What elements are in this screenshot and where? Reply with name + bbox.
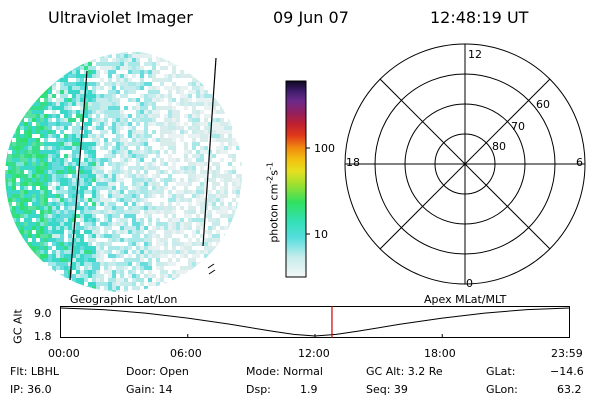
gc-altitude-curve xyxy=(60,307,570,337)
geographic-label: Geographic Lat/Lon xyxy=(70,293,178,306)
altitude-y-top: 9.0 xyxy=(34,307,52,320)
status-gain: Gain: 14 xyxy=(126,383,173,396)
altitude-y-bottom: 1.8 xyxy=(34,330,52,343)
colorbar-unit-label: photon cm-2s-1 xyxy=(265,162,281,243)
altitude-plot xyxy=(60,306,570,338)
uv-image-disk xyxy=(5,51,242,293)
mlat-label-70: 70 xyxy=(511,120,525,133)
date-label: 09 Jun 07 xyxy=(273,8,349,27)
mlt-label-6: 6 xyxy=(576,156,583,169)
status-gc-alt: GC Alt: 3.2 Re xyxy=(366,365,443,378)
colorbar-tick-10: 10 xyxy=(314,228,328,241)
altitude-axis-label: GC Alt xyxy=(11,309,25,344)
status-glon-value: 63.2 xyxy=(557,383,582,396)
status-dsp-value: 1.9 xyxy=(300,383,318,396)
longitude-line-left xyxy=(69,70,88,281)
mlt-label-12: 12 xyxy=(468,48,482,61)
colorbar xyxy=(285,80,310,278)
status-glat-value: −14.6 xyxy=(550,365,584,378)
time-label: 12:48:19 UT xyxy=(430,8,529,27)
status-door: Door: Open xyxy=(126,365,189,378)
status-glat-label: GLat: xyxy=(486,365,516,378)
apex-label: Apex MLat/MLT xyxy=(424,293,507,306)
status-glon-label: GLon: xyxy=(486,383,518,396)
x-tick-label-1200: 12:00 xyxy=(298,347,330,360)
instrument-title: Ultraviolet Imager xyxy=(48,8,193,27)
longitude-line-right xyxy=(202,57,217,247)
status-dsp-label: Dsp: xyxy=(246,383,271,396)
polar-grid xyxy=(344,43,586,285)
x-tick-label-0600: 06:00 xyxy=(170,347,202,360)
colorbar-tick-100: 100 xyxy=(314,142,335,155)
status-filter: Flt: LBHL xyxy=(10,365,59,378)
altitude-plot-frame xyxy=(60,306,570,338)
status-seq: Seq: 39 xyxy=(366,383,408,396)
mlat-label-80: 80 xyxy=(492,140,506,153)
mlt-label-18: 18 xyxy=(346,156,360,169)
mlat-label-60: 60 xyxy=(536,98,550,111)
status-mode: Mode: Normal xyxy=(246,365,323,378)
status-ip: IP: 36.0 xyxy=(10,383,52,396)
x-tick-label-0000: 00:00 xyxy=(48,347,80,360)
x-tick-label-1800: 18:00 xyxy=(424,347,456,360)
limb-mark xyxy=(207,263,216,275)
mlt-label-0: 0 xyxy=(466,277,473,290)
x-tick-label-2359: 23:59 xyxy=(551,347,583,360)
